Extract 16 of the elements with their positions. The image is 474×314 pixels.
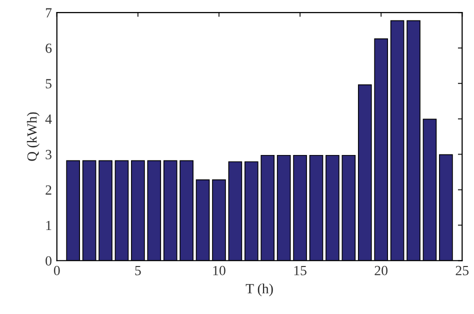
- y-axis-title: Q (kWh): [26, 112, 40, 161]
- y-tick-label: 3: [46, 150, 52, 160]
- y-tick-label: 4: [45, 114, 52, 124]
- x-tick-label: 15: [294, 266, 306, 276]
- y-tick-label: 1: [46, 220, 52, 230]
- y-tick-label: 2: [46, 185, 52, 195]
- x-tick-label: 10: [213, 266, 226, 276]
- x-tick-label: 20: [374, 266, 388, 276]
- x-tick-label: 25: [456, 266, 469, 276]
- y-tick-label: 5: [46, 79, 52, 88]
- y-tick-label: 7: [46, 8, 52, 18]
- y-tick-label: 6: [46, 44, 52, 53]
- x-axis-title: T (h): [246, 284, 273, 296]
- y-tick-label: 0: [46, 256, 52, 266]
- x-tick-label: 5: [135, 266, 141, 276]
- x-tick-label: 0: [54, 266, 60, 276]
